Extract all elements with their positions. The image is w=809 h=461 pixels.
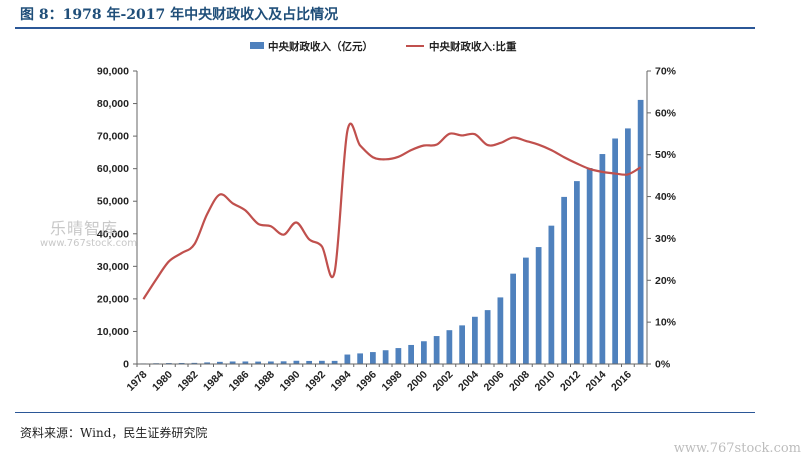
line-series <box>142 122 642 300</box>
bar-1986 <box>242 361 249 364</box>
x-tick-label: 1988 <box>252 369 277 394</box>
legend: 中央财政收入（亿元） 中央财政收入:比重 <box>250 40 517 53</box>
bar-1988 <box>268 361 274 364</box>
x-tick-label: 2006 <box>481 369 506 394</box>
bar-1983 <box>204 362 210 364</box>
x-tick-label: 2012 <box>558 369 583 394</box>
header-rule <box>15 27 755 29</box>
bar-1997 <box>382 350 389 364</box>
bar-2016 <box>625 128 631 364</box>
x-tick-label: 1990 <box>277 369 302 394</box>
bar-1991 <box>306 360 312 364</box>
y-right-tick-label: 0% <box>655 359 671 371</box>
bar-1995 <box>357 353 363 364</box>
bar-2008 <box>523 257 529 364</box>
x-tick-label: 1978 <box>124 369 149 394</box>
source-note: 资料来源：Wind，民生证券研究院 <box>20 426 208 440</box>
bar-2014 <box>599 154 606 364</box>
bar-2017 <box>637 99 644 365</box>
y-right-tick-label: 70% <box>655 66 677 78</box>
bar-2013 <box>586 168 593 364</box>
bar-2005 <box>484 310 491 364</box>
y-right-tick-label: 10% <box>655 317 677 329</box>
bar-2010 <box>548 225 555 364</box>
legend-line-label: 中央财政收入:比重 <box>429 40 517 53</box>
x-tick-label: 1998 <box>379 369 404 394</box>
bar-series <box>140 99 644 365</box>
x-tick-label: 2010 <box>532 369 557 394</box>
y-left-tick-label: 70,000 <box>97 131 129 143</box>
x-tick-label: 1980 <box>150 369 175 394</box>
bar-2000 <box>421 341 427 364</box>
legend-bar-label: 中央财政收入（亿元） <box>268 40 373 53</box>
y-right-tick-label: 50% <box>655 149 677 161</box>
bar-1998 <box>395 348 402 364</box>
bar-1981 <box>178 362 185 364</box>
bar-1994 <box>344 354 351 364</box>
x-tick-label: 1986 <box>226 369 251 394</box>
x-tick-label: 2000 <box>405 369 430 394</box>
footer-rule <box>15 412 755 413</box>
y-right-tick-label: 40% <box>655 191 677 203</box>
bar-1985 <box>229 361 236 364</box>
bar-2012 <box>574 181 580 364</box>
y-left-tick-label: 50,000 <box>97 196 129 208</box>
x-tick-label: 1996 <box>354 369 379 394</box>
bar-2009 <box>535 247 542 364</box>
x-tick-label: 2016 <box>609 369 634 394</box>
bar-2004 <box>472 316 478 364</box>
chart: 0 10,000 20,000 30,000 40,000 50,000 60,000 70,… <box>97 40 677 394</box>
y-left-tick-label: 90,000 <box>97 66 129 78</box>
bar-2011 <box>561 196 567 364</box>
x-tick-label: 1984 <box>201 369 226 394</box>
x-tick-label: 1982 <box>175 369 200 394</box>
bar-2003 <box>459 325 465 364</box>
x-tick-label: 1992 <box>303 369 328 394</box>
x-tick-label: 2004 <box>456 369 481 394</box>
legend-bar-swatch <box>250 42 264 49</box>
bar-1992 <box>319 360 325 364</box>
bar-1993 <box>331 360 338 364</box>
bar-2002 <box>446 330 453 364</box>
x-tick-label: 2002 <box>430 369 455 394</box>
bar-1984 <box>217 361 223 364</box>
x-tick-label: 1994 <box>328 369 353 394</box>
bar-2006 <box>497 297 504 364</box>
bar-1982 <box>191 362 198 364</box>
watermark-url: www.767stock.com <box>40 238 137 249</box>
bar-1987 <box>255 361 261 364</box>
y-left-tick-label: 40,000 <box>97 228 129 240</box>
y-left-tick-label: 30,000 <box>97 261 129 273</box>
bar-2015 <box>612 138 618 364</box>
bar-2001 <box>433 336 440 364</box>
y-left-tick-label: 20,000 <box>97 293 129 305</box>
bar-1996 <box>370 352 376 364</box>
chart-title: 图 8：1978 年-2017 年中央财政收入及占比情况 <box>20 7 339 23</box>
x-tick-label: 2008 <box>507 369 532 394</box>
y-right-tick-label: 30% <box>655 233 677 245</box>
y-left-tick-label: 0 <box>123 359 129 371</box>
y-right-tick-label: 20% <box>655 275 677 287</box>
line-share <box>142 122 642 300</box>
x-tick-label: 2014 <box>583 369 608 394</box>
y-right-tick-label: 60% <box>655 107 677 119</box>
bar-1999 <box>408 344 414 364</box>
y-left-tick-label: 80,000 <box>97 98 129 110</box>
bar-1990 <box>293 360 300 364</box>
bar-1989 <box>280 361 287 364</box>
y-left-tick-label: 60,000 <box>97 163 129 175</box>
y-left-tick-label: 10,000 <box>97 326 129 338</box>
watermark-text: 乐晴智库 <box>50 219 119 238</box>
watermark-corner-url: www.767stock.com <box>673 441 801 456</box>
bar-2007 <box>510 273 516 364</box>
